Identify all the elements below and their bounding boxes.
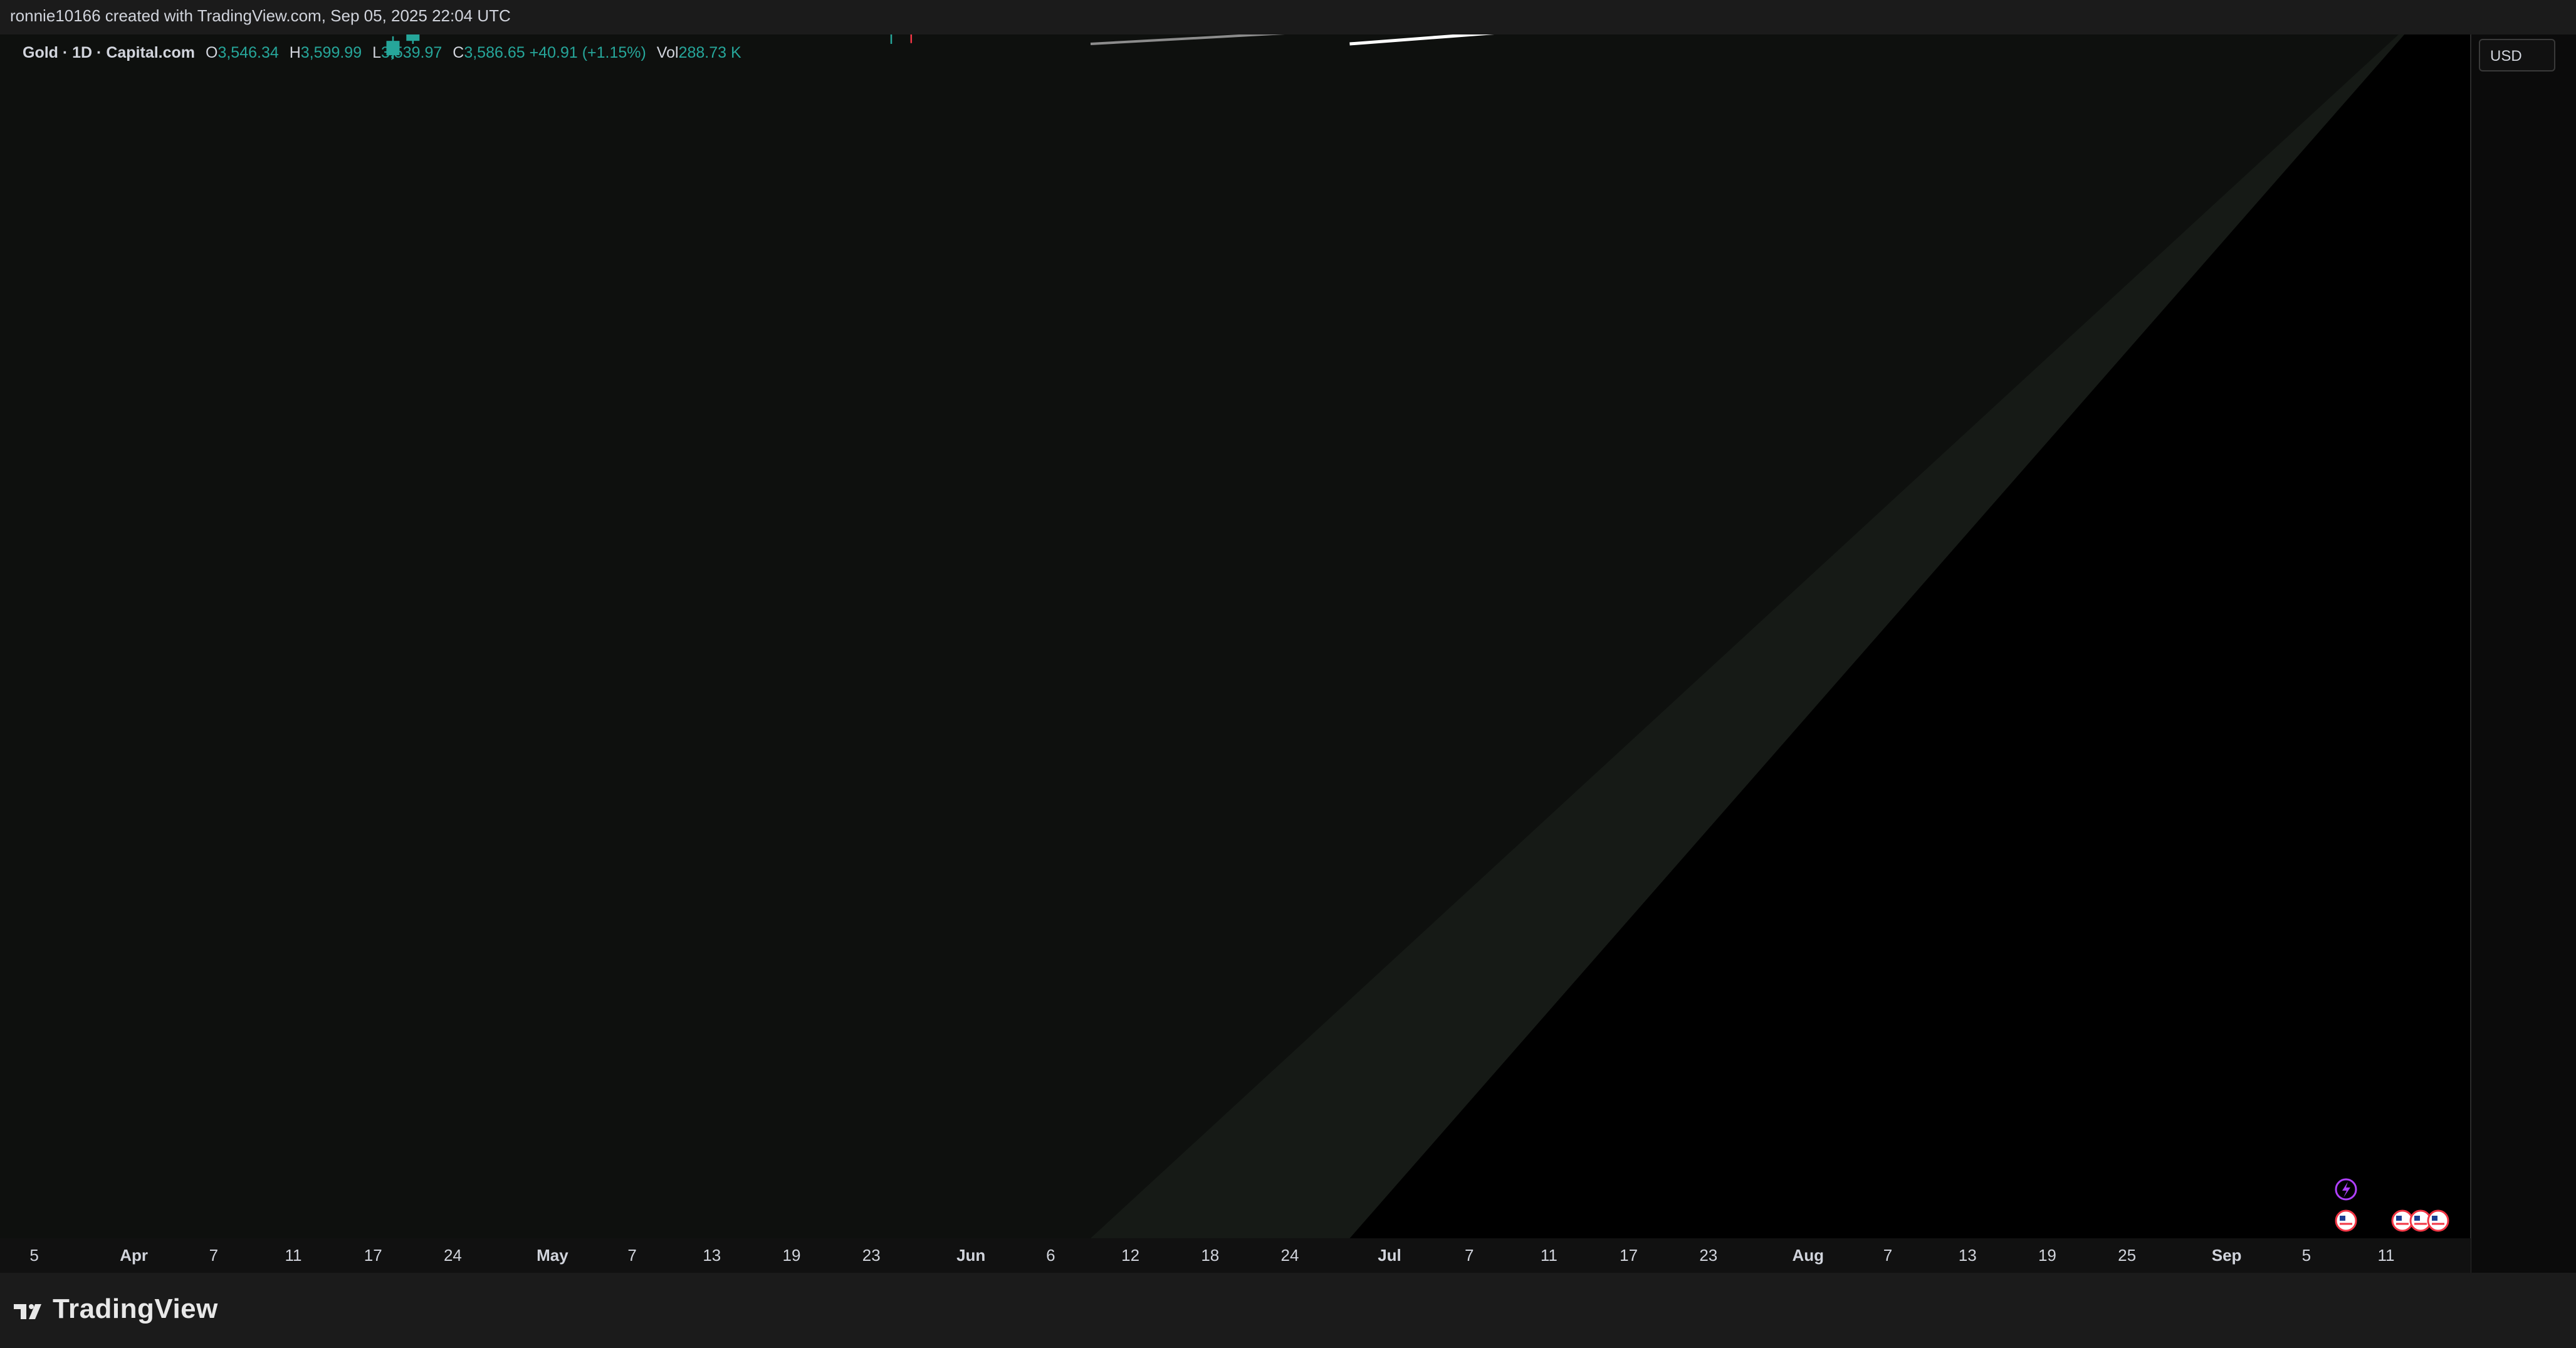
- legend-open-label: O: [205, 44, 218, 61]
- legend-vol-label: Vol: [656, 44, 679, 61]
- x-tick-label: 5: [29, 1246, 38, 1265]
- us-flag-icon[interactable]: [2335, 1209, 2357, 1232]
- x-tick-label: Aug: [1793, 1246, 1825, 1265]
- x-tick-label: 23: [1699, 1246, 1717, 1265]
- chart-credit: ronnie10166 created with TradingView.com…: [10, 6, 511, 25]
- x-tick-label: 7: [1465, 1246, 1474, 1265]
- us-flag-icon[interactable]: [2391, 1209, 2414, 1232]
- x-tick-label: 25: [2118, 1246, 2136, 1265]
- legend-close: 3,586.65: [464, 44, 525, 61]
- grey-wedge-band: [1091, 34, 2405, 1238]
- us-flag-canton-icon: [2432, 1216, 2437, 1221]
- x-tick-label: 19: [783, 1246, 801, 1265]
- lightning-bolt-icon: [2342, 1182, 2350, 1198]
- candlestick-chart[interactable]: 3,160.003,180.003,200.003,220.003,240.00…: [0, 34, 2476, 1273]
- legend-high: 3,599.99: [300, 44, 362, 61]
- legend-close-label: C: [453, 44, 464, 61]
- x-tick-label: 19: [2038, 1246, 2056, 1265]
- x-tick-label: May: [537, 1246, 568, 1265]
- x-tick-label: 12: [1121, 1246, 1139, 1265]
- candle-body-1[interactable]: [406, 34, 420, 41]
- us-flag-icon[interactable]: [2427, 1209, 2449, 1232]
- x-tick-label: 18: [1201, 1246, 1219, 1265]
- x-tick-label: 7: [627, 1246, 636, 1265]
- chart-area[interactable]: 3,160.003,180.003,200.003,220.003,240.00…: [0, 34, 2476, 1273]
- x-tick-label: 7: [1883, 1246, 1892, 1265]
- x-tick-label: 6: [1046, 1246, 1055, 1265]
- x-tick-label: 5: [2302, 1246, 2311, 1265]
- x-tick-label: Jul: [1378, 1246, 1401, 1265]
- x-tick-label: 11: [2378, 1246, 2395, 1265]
- legend-symbol: Gold · 1D · Capital.com: [23, 44, 196, 61]
- tradingview-logo: TradingView: [14, 1293, 218, 1325]
- legend-low-label: L: [372, 44, 381, 61]
- legend-high-label: H: [289, 44, 301, 61]
- lower-channel-band: [1349, 34, 2471, 1238]
- x-tick-label: 24: [1281, 1246, 1299, 1265]
- x-tick-label: 17: [1620, 1246, 1638, 1265]
- footer-bar: [0, 1273, 2576, 1348]
- header-bar: ronnie10166 created with TradingView.com…: [0, 0, 2576, 34]
- x-tick-label: 17: [364, 1246, 382, 1265]
- us-flag-canton-icon: [2396, 1216, 2402, 1221]
- legend-change: +40.91 (+1.15%): [529, 44, 646, 61]
- us-flag-canton-icon: [2414, 1216, 2420, 1221]
- x-tick-label: Sep: [2212, 1246, 2242, 1265]
- x-tick-label: 11: [285, 1246, 302, 1265]
- x-tick-label: 7: [209, 1246, 218, 1265]
- legend-low: 3,539.97: [380, 44, 442, 61]
- x-axis-bar: [0, 1238, 2471, 1273]
- us-flag-canton-icon: [2340, 1216, 2345, 1221]
- legend-vol: 288.73 K: [678, 44, 741, 61]
- legend-open: 3,546.34: [217, 44, 279, 61]
- x-tick-label: Jun: [956, 1246, 985, 1265]
- lightning-event-icon[interactable]: [2335, 1178, 2357, 1201]
- x-tick-label: 11: [1541, 1246, 1558, 1265]
- x-tick-label: 13: [703, 1246, 721, 1265]
- tradingview-brand: TradingView: [53, 1293, 218, 1324]
- x-tick-label: 13: [1959, 1246, 1977, 1265]
- x-tick-label: 24: [444, 1246, 462, 1265]
- x-tick-label: Apr: [120, 1246, 148, 1265]
- ohlc-legend: Gold · 1D · Capital.com O3,546.34 H3,599…: [23, 44, 741, 62]
- candle-body-0[interactable]: [386, 41, 400, 56]
- x-tick-label: 23: [862, 1246, 881, 1265]
- currency-button[interactable]: USD: [2479, 39, 2555, 71]
- tradingview-logo-icon: [14, 1304, 41, 1320]
